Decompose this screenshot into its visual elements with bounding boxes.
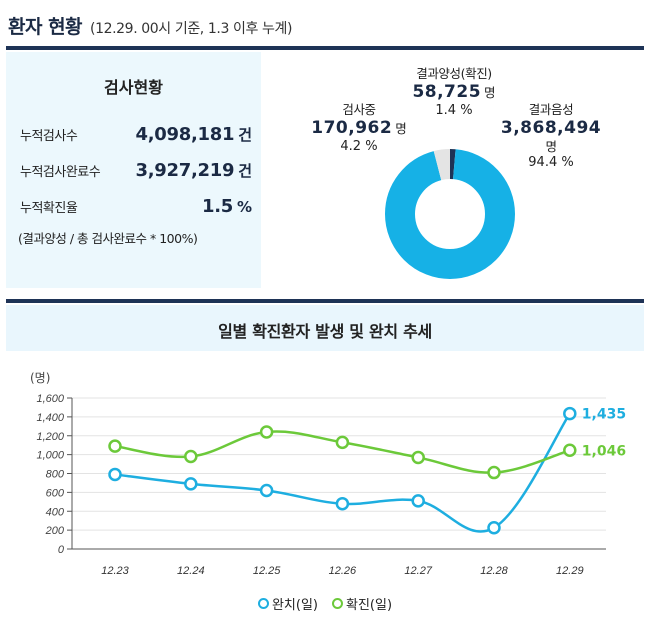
donut-label-value: 170,962 (311, 117, 393, 138)
test-stats-panel: 검사현황 누적검사수 4,098,181 건 누적검사완료수 3,927,219 건… (6, 52, 261, 288)
legend-marker-confirmed (332, 598, 343, 609)
trend-chart-title: 일별 확진환자 발생 및 완치 추세 (218, 322, 432, 341)
trend-title-bar: 일별 확진환자 발생 및 완치 추세 (6, 305, 644, 351)
data-point-recovered[interactable] (411, 494, 425, 508)
end-value-label-recovered: 1,435 (582, 407, 626, 423)
donut-label-negative: 결과음성 3,868,494 명 94.4 % (496, 102, 606, 171)
daily-trend-line-chart: 0 200 400 600 800 1,000 1,200 1,400 1,600 (명) 12.2… (30, 371, 626, 577)
x-tick-label: 12.26 (329, 565, 357, 577)
y-tick-label: 1,200 (36, 431, 64, 443)
x-tick-label: 12.27 (404, 565, 432, 577)
stat-unit: 건 (238, 126, 252, 144)
page-subtitle: (12.29. 00시 기준, 1.3 이후 누계) (90, 21, 293, 37)
data-point-confirmed[interactable] (108, 439, 122, 453)
stat-label: 누적검사완료수 (20, 165, 101, 180)
y-tick-label: 600 (46, 487, 65, 499)
y-tick-label: 400 (46, 506, 65, 518)
section-rule (6, 299, 644, 303)
chart-legend: 완치(일) 확진(일) (0, 594, 650, 613)
donut-label-unit: 명 (484, 84, 496, 100)
test-stats-title: 검사현황 (104, 78, 163, 97)
y-tick-label: 0 (58, 544, 65, 556)
donut-label-pct: 1.4 % (435, 102, 473, 118)
legend-label: 확진(일) (346, 598, 393, 613)
data-point-confirmed[interactable] (487, 465, 501, 480)
legend-label: 완치(일) (271, 598, 318, 613)
header-rule (6, 46, 644, 50)
stat-label: 누적검사수 (20, 129, 78, 144)
data-point-confirmed[interactable] (335, 435, 350, 450)
legend-marker-recovered (257, 598, 269, 609)
x-tick-label: 12.23 (101, 565, 129, 577)
donut-label-unit: 명 (545, 138, 557, 154)
y-tick-label: 1,600 (36, 393, 64, 405)
stat-value: 1.5 (201, 196, 233, 217)
x-tick-label: 12.24 (177, 565, 205, 577)
donut-label-unit: 명 (395, 120, 407, 136)
donut-label-pct: 94.4 % (528, 154, 574, 170)
stat-label: 누적확진율 (20, 201, 78, 216)
y-tick-label: 200 (45, 525, 65, 537)
x-tick-label: 12.29 (556, 565, 584, 577)
data-point-confirmed[interactable] (184, 449, 198, 464)
y-tick-label: 1,000 (36, 450, 64, 462)
donut-label-value: 58,725 (412, 81, 482, 102)
donut-label-value: 3,868,494 (500, 117, 602, 138)
donut-label-name: 결과양성(확진) (416, 66, 492, 81)
legend-item-confirmed[interactable]: 확진(일) (332, 594, 392, 613)
donut-label-testing: 검사중 170,962 명 4.2 % (304, 102, 414, 155)
donut-segment-negative (385, 149, 515, 279)
stat-note: (결과양성 / 총 검사완료수 * 100%) (18, 231, 198, 246)
data-point-recovered[interactable] (259, 483, 274, 498)
stat-unit: 건 (238, 162, 252, 180)
donut-label-pct: 4.2 % (340, 138, 378, 154)
page-title: 환자 현황 (8, 16, 83, 38)
stat-row-total-tests: 누적검사수 4,098,181 건 (20, 124, 252, 145)
x-tick-label: 12.25 (253, 565, 281, 577)
data-point-recovered[interactable] (487, 521, 501, 535)
y-tick-label: 1,400 (36, 412, 64, 424)
end-value-label-confirmed: 1,046 (582, 443, 626, 459)
y-tick-label: 800 (46, 469, 65, 481)
donut-hole (415, 179, 485, 249)
data-point-confirmed[interactable] (259, 425, 274, 439)
data-point-recovered[interactable] (335, 496, 350, 511)
page-header: 환자 현황 (12.29. 00시 기준, 1.3 이후 누계) (8, 12, 292, 42)
grid (72, 397, 606, 531)
stat-value: 3,927,219 (135, 160, 235, 181)
data-point-confirmed[interactable] (563, 443, 577, 458)
stat-row-completed-tests: 누적검사완료수 3,927,219 건 (20, 160, 252, 181)
x-tick-label: 12.28 (480, 565, 508, 577)
legend-item-recovered[interactable]: 완치(일) (257, 594, 318, 613)
data-point-confirmed[interactable] (411, 450, 425, 465)
test-result-donut-chart (385, 149, 515, 279)
donut-label-name: 결과음성 (528, 102, 574, 117)
data-point-recovered[interactable] (563, 406, 577, 421)
donut-label-positive: 결과양성(확진) 58,725 명 1.4 % (394, 66, 514, 119)
donut-label-name: 검사중 (342, 102, 376, 117)
stat-unit: % (236, 198, 252, 216)
stat-row-positive-rate: 누적확진율 1.5% (20, 196, 252, 217)
donut-segment-testing (385, 149, 515, 279)
test-result-donut-area: 결과양성(확진) 58,725 명 1.4 % 검사중 170,962 명 4.2 … (264, 52, 644, 288)
data-point-recovered[interactable] (108, 467, 122, 482)
data-point-recovered[interactable] (184, 477, 198, 491)
y-axis-label: (명) (30, 371, 50, 385)
stat-value: 4,098,181 (135, 124, 235, 145)
